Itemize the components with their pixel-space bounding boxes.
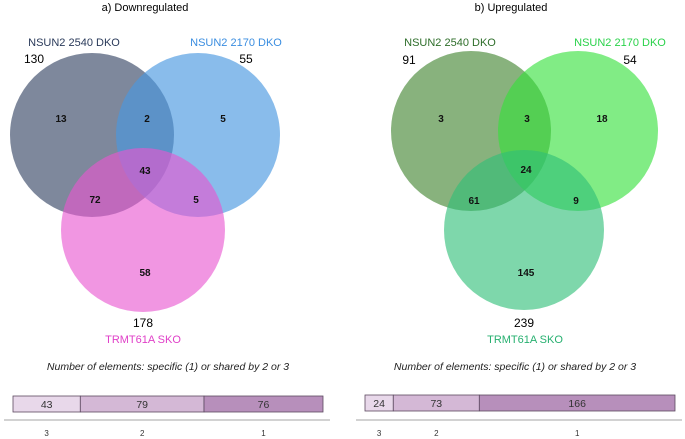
region-count-abc: 43 [139, 166, 151, 177]
set-label-nsun2-2540: NSUN2 2540 DKO [28, 37, 120, 49]
bar-tick-1: 1 [261, 429, 266, 438]
region-count-ac: 61 [468, 196, 480, 207]
shared-count-bar: 24 73 166 3 2 1 [356, 394, 682, 438]
region-count-a-only: 3 [438, 114, 444, 125]
set-total-trmt61a: 239 [514, 316, 534, 330]
panel-title: a) Downregulated [102, 2, 189, 14]
set-label-nsun2-2540: NSUN2 2540 DKO [404, 37, 496, 49]
panel-downregulated: a) Downregulated NSUN2 2540 DKO 130 NSUN… [4, 2, 330, 438]
region-count-c-only: 58 [139, 268, 151, 279]
bar-tick-1: 1 [575, 429, 580, 438]
panel-upregulated: b) Upregulated NSUN2 2540 DKO 91 NSUN2 2… [356, 2, 682, 438]
set-total-nsun2-2170: 55 [239, 52, 253, 66]
bar-segment-1 [203, 395, 324, 413]
region-count-ab: 3 [524, 114, 530, 125]
region-count-bc: 5 [193, 195, 199, 206]
bar-segment-1 [478, 394, 676, 412]
region-count-c-only: 145 [518, 268, 535, 279]
bar-tick-2: 2 [140, 429, 145, 438]
bar-value-3: 43 [41, 399, 53, 411]
bar-value-1: 76 [258, 399, 270, 411]
bar-caption: Number of elements: specific (1) or shar… [394, 361, 636, 373]
panel-title: b) Upregulated [475, 2, 548, 14]
region-count-ac: 72 [89, 195, 101, 206]
set-label-nsun2-2170: NSUN2 2170 DKO [190, 37, 282, 49]
bar-value-1: 166 [568, 398, 586, 410]
venn-diagram [391, 51, 658, 310]
bar-caption: Number of elements: specific (1) or shar… [47, 361, 289, 373]
shared-count-bar: 43 79 76 3 2 1 [4, 395, 330, 438]
set-label-trmt61a: TRMT61A SKO [105, 334, 181, 346]
set-circle-trmt61a [61, 148, 225, 312]
region-count-abc: 24 [520, 165, 532, 176]
set-total-nsun2-2540: 91 [402, 53, 416, 67]
set-label-nsun2-2170: NSUN2 2170 DKO [574, 37, 666, 49]
region-count-b-only: 5 [220, 114, 226, 125]
bar-tick-2: 2 [434, 429, 439, 438]
bar-tick-3: 3 [377, 429, 382, 438]
set-total-nsun2-2540: 130 [24, 52, 44, 66]
bar-value-2: 79 [136, 399, 148, 411]
region-count-bc: 9 [573, 196, 579, 207]
region-count-b-only: 18 [596, 114, 608, 125]
set-label-trmt61a: TRMT61A SKO [487, 334, 563, 346]
bar-value-3: 24 [373, 398, 385, 410]
set-total-trmt61a: 178 [133, 316, 153, 330]
set-circle-trmt61a [444, 150, 604, 310]
bar-tick-3: 3 [44, 429, 49, 438]
bar-value-2: 73 [430, 398, 442, 410]
set-total-nsun2-2170: 54 [623, 53, 637, 67]
region-count-a-only: 13 [55, 114, 67, 125]
region-count-ab: 2 [144, 114, 150, 125]
venn-diagram [10, 53, 280, 312]
